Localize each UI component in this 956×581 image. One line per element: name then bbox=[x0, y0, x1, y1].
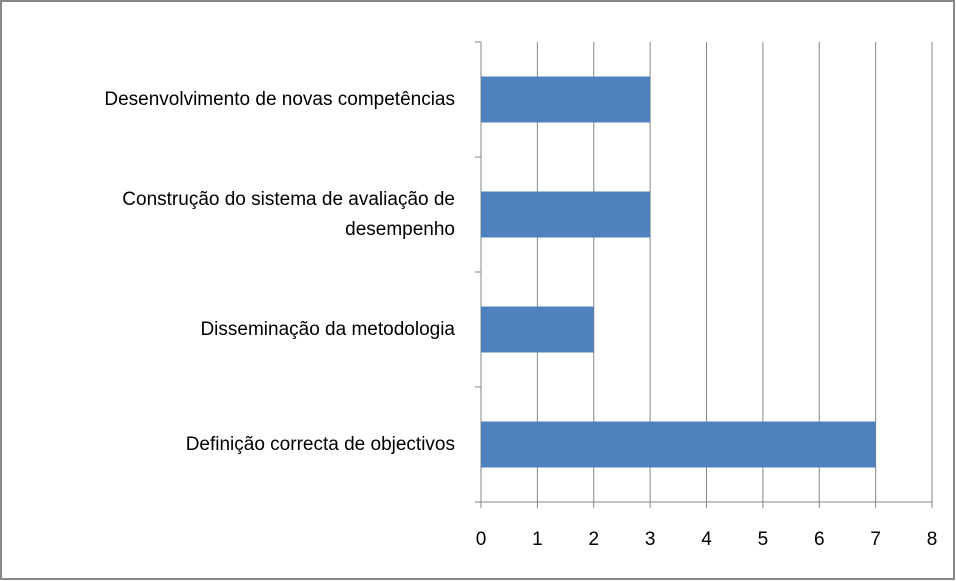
y-tick-label: Desenvolvimento de novas competências bbox=[104, 88, 455, 110]
bar bbox=[481, 76, 651, 123]
x-tick-label: 0 bbox=[476, 529, 487, 550]
bar bbox=[481, 306, 594, 353]
bar bbox=[481, 191, 651, 238]
bar bbox=[481, 421, 876, 468]
x-tick-label: 4 bbox=[701, 529, 712, 550]
x-tick-label: 5 bbox=[758, 529, 769, 550]
x-tick-label: 2 bbox=[588, 529, 599, 550]
x-tick-label: 6 bbox=[814, 529, 825, 550]
x-tick-label: 3 bbox=[645, 529, 656, 550]
x-tick-label: 8 bbox=[927, 529, 938, 550]
y-tick-label: Construção do sistema de avaliação de de… bbox=[122, 188, 455, 240]
x-tick-label: 7 bbox=[870, 529, 881, 550]
x-tick-label: 1 bbox=[532, 529, 543, 550]
y-tick-label: Definição correcta de objectivos bbox=[185, 433, 455, 455]
y-tick-label: Disseminação da metodologia bbox=[200, 318, 455, 340]
